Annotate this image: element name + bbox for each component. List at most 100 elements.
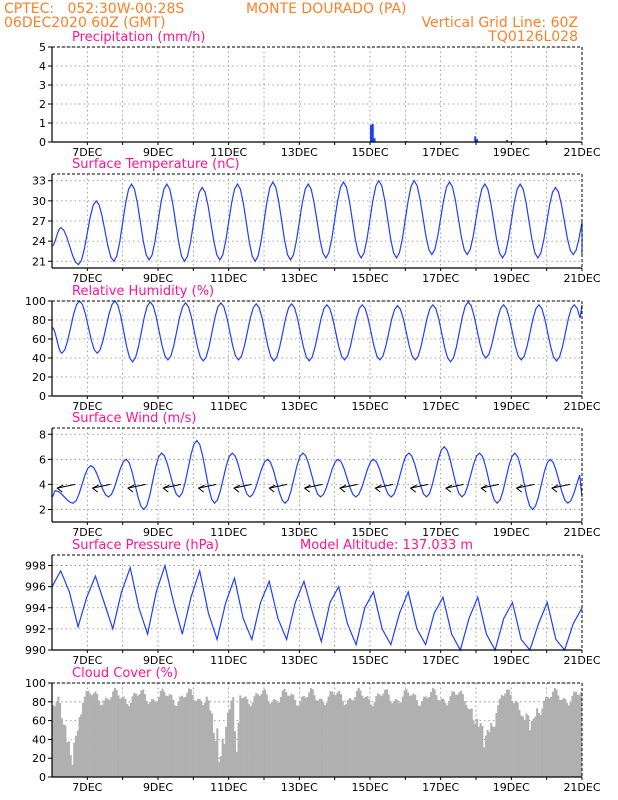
cloud-bar (99, 705, 102, 777)
cloud-bar (453, 691, 456, 777)
y-tick-label: 2 (39, 503, 46, 516)
cloud-bar (97, 700, 100, 777)
cloud-bar (557, 695, 560, 777)
cloud-bar (168, 694, 171, 777)
cloud-bar (391, 703, 394, 777)
cloud-bar (288, 695, 291, 777)
cloud-bar (458, 692, 461, 777)
wind-arrowhead (445, 484, 453, 493)
y-tick-label: 20 (32, 752, 46, 765)
cloud-bar (83, 696, 86, 777)
cloud-bar (274, 699, 277, 777)
x-tick-label: 21DEC (563, 654, 600, 667)
cloud-bar (364, 697, 367, 777)
cloud-bar (502, 696, 505, 777)
cloud-bar (278, 702, 281, 777)
cloud-bar (191, 694, 194, 777)
cloud-bar (419, 705, 422, 777)
header-line1-left: CPTEC: 052:30W-00:28S (4, 1, 185, 17)
cloud-bar (513, 703, 516, 777)
cloud-bar (209, 710, 212, 777)
cloud-bar (336, 692, 339, 777)
x-tick-label: 17DEC (422, 526, 459, 539)
wind-vector (233, 483, 252, 489)
cloud-bar (94, 691, 97, 777)
cloud-bar (235, 751, 238, 777)
cloud-bar (110, 697, 113, 777)
cloud-bar (370, 704, 373, 777)
cloud-bar (320, 698, 323, 777)
cloud-bar (214, 740, 217, 777)
wind-arrowhead (303, 484, 311, 493)
cloud-bar (435, 695, 438, 777)
cloud-bar (442, 698, 445, 777)
cloud-bar (454, 694, 457, 777)
cloud-bar (440, 698, 443, 777)
cloud-bar (232, 697, 235, 777)
cloud-bar (398, 703, 401, 777)
x-tick-label: 21DEC (563, 400, 600, 413)
cloud-bar (504, 693, 507, 777)
cloud-bar (129, 702, 132, 777)
cloud-bar (286, 695, 290, 777)
panel-title: Surface Temperature (nC) (72, 157, 240, 172)
cloud-bar (221, 738, 224, 777)
header-line2-left: 06DEC2020 60Z (GMT) (4, 15, 166, 31)
cloud-bar (85, 691, 88, 777)
wind-vector (304, 483, 323, 489)
x-tick-label: 13DEC (281, 654, 318, 667)
cloud-bar (580, 691, 583, 777)
cloud-bar (400, 702, 403, 777)
x-tick-label: 11DEC (210, 526, 247, 539)
wind-vector (163, 483, 182, 489)
cloud-bar (567, 705, 570, 777)
cloud-bar (428, 696, 431, 777)
precip-bar (370, 124, 372, 142)
cloud-bar (338, 690, 341, 777)
cloud-bar (334, 695, 337, 777)
precip-bar (373, 138, 376, 142)
cloud-bar (331, 691, 334, 777)
cloud-bar (509, 694, 512, 777)
wind-vector (127, 483, 146, 489)
cloud-bar (315, 700, 318, 777)
cloud-bar (468, 709, 471, 777)
cloud-bar (470, 708, 473, 777)
cloud-bar (327, 696, 330, 777)
y-tick-label: 994 (25, 602, 46, 615)
cloud-bar (212, 732, 215, 777)
cloud-bar (481, 725, 484, 777)
cloud-bar (544, 696, 547, 777)
y-tick-label: 40 (32, 352, 46, 365)
y-tick-label: 1 (39, 117, 46, 130)
precip-bar (371, 123, 374, 142)
cloud-bar (313, 695, 316, 777)
cloud-bar (476, 718, 479, 777)
cloud-bar (106, 698, 109, 777)
cloud-bar (463, 700, 466, 777)
x-tick-label: 9DEC (143, 781, 173, 794)
cloud-bar (445, 705, 449, 777)
cloud-bar (347, 699, 350, 777)
cloud-bar (244, 696, 247, 777)
cloud-bar (228, 709, 231, 777)
cloud-bar (574, 692, 577, 777)
cloud-bar (433, 689, 436, 777)
cloud-bar (472, 720, 475, 777)
cloud-bar (66, 742, 69, 777)
x-tick-label: 15DEC (351, 272, 388, 285)
cloud-bar (161, 688, 164, 777)
x-tick-label: 11DEC (210, 146, 247, 159)
x-tick-label: 7DEC (72, 146, 102, 159)
x-tick-label: 19DEC (493, 400, 530, 413)
wind-vector (57, 483, 76, 489)
cloud-bar (308, 692, 311, 777)
wind-arrowhead (197, 484, 205, 493)
cloud-bar (486, 729, 489, 777)
x-tick-label: 21DEC (563, 272, 600, 285)
wind-arrowhead (127, 484, 135, 493)
x-tick-label: 7DEC (72, 781, 102, 794)
x-tick-label: 21DEC (563, 781, 600, 794)
cloud-bar (251, 702, 254, 777)
cloud-bar (233, 731, 237, 777)
